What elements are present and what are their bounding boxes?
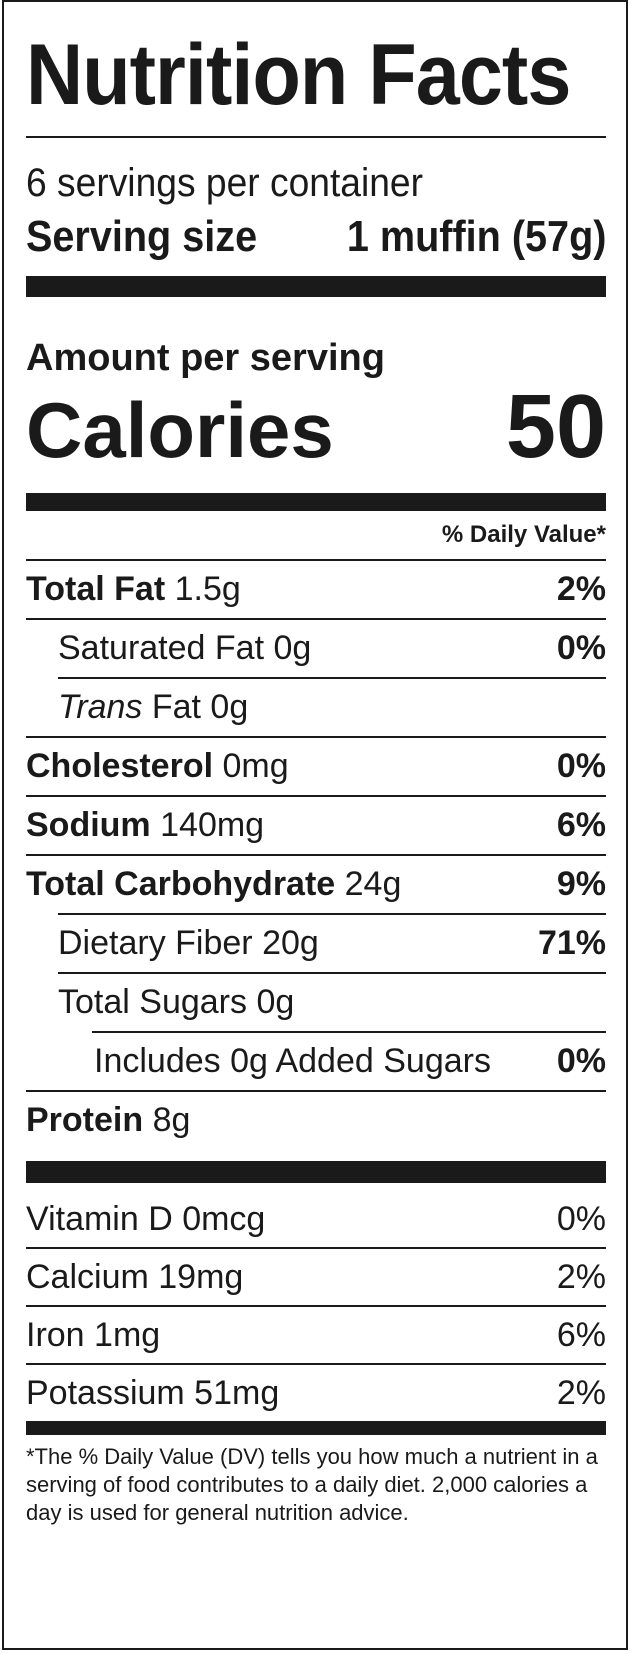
- nutrient-label-italic: Trans: [58, 688, 143, 726]
- nutrient-label: Fat: [151, 688, 201, 726]
- row-divider: [58, 913, 606, 915]
- serving-size-label: Serving size: [26, 212, 258, 261]
- row-divider: [26, 1247, 606, 1249]
- nutrient-amount: 0g: [273, 629, 312, 667]
- nutrient-amount: 8g: [152, 1101, 191, 1139]
- calories-value: 50: [505, 377, 606, 477]
- nutrient-amount: 0g: [256, 983, 295, 1021]
- thick-divider-calories: [26, 493, 606, 511]
- vitamin-row-calcium: Calcium 19mg 2%: [26, 1249, 606, 1305]
- daily-value-header: % Daily Value*: [441, 521, 606, 548]
- row-divider: [26, 1305, 606, 1307]
- nutrient-dv: 9%: [556, 865, 606, 903]
- nutrient-dv: 2%: [556, 570, 606, 608]
- row-divider: [58, 677, 606, 679]
- nutrient-amount: 20g: [262, 924, 319, 962]
- vitamin-row-potassium: Potassium 51mg 2%: [26, 1365, 606, 1421]
- row-divider: [92, 1031, 606, 1033]
- nutrient-row-total-fat: Total Fat 1.5g 2%: [26, 561, 606, 618]
- nutrient-row-saturated-fat: Saturated Fat 0g 0%: [26, 620, 606, 677]
- nutrient-row-dietary-fiber: Dietary Fiber 20g 71%: [26, 915, 606, 972]
- vitamin-row-iron: Iron 1mg 6%: [26, 1307, 606, 1363]
- nutrient-label: Total Sugars: [58, 983, 247, 1021]
- nutrient-label: Saturated Fat: [58, 629, 265, 667]
- vitamin-label: Vitamin D 0mcg: [26, 1199, 266, 1238]
- vitamin-dv: 2%: [556, 1373, 606, 1412]
- nutrient-row-sodium: Sodium 140mg 6%: [26, 797, 606, 854]
- vitamin-dv: 6%: [556, 1315, 606, 1354]
- nutrient-label: Total Carbohydrate: [26, 865, 336, 903]
- nutrient-amount: 0mg: [222, 747, 289, 785]
- row-divider: [26, 795, 606, 797]
- thick-divider-footnote: [26, 1421, 606, 1435]
- thick-divider-vitamins: [26, 1161, 606, 1183]
- vitamin-label: Calcium 19mg: [26, 1257, 244, 1296]
- amount-per-serving: Amount per serving: [26, 337, 385, 379]
- nutrient-row-cholesterol: Cholesterol 0mg 0%: [26, 738, 606, 795]
- nutrient-label: Dietary Fiber: [58, 924, 253, 962]
- nutrient-row-trans-fat: Trans Fat 0g: [26, 679, 606, 736]
- nutrient-row-total-sugars: Total Sugars 0g: [26, 974, 606, 1031]
- label-title: Nutrition Facts: [26, 27, 571, 123]
- vitamin-dv: 0%: [556, 1199, 606, 1238]
- row-divider: [26, 618, 606, 620]
- row-divider: [26, 736, 606, 738]
- row-divider: [26, 1090, 606, 1092]
- nutrient-dv: 0%: [556, 1042, 606, 1080]
- nutrient-dv: 0%: [556, 629, 606, 667]
- nutrient-dv: 6%: [556, 806, 606, 844]
- vitamin-row-vitamin-d: Vitamin D 0mcg 0%: [26, 1191, 606, 1247]
- row-divider: [26, 559, 606, 561]
- vitamin-dv: 2%: [556, 1257, 606, 1296]
- serving-size-value: 1 muffin (57g): [346, 212, 606, 261]
- nutrient-dv: 71%: [537, 924, 606, 962]
- nutrient-amount: 140mg: [160, 806, 265, 844]
- thick-divider-serving: [26, 276, 606, 297]
- calories-row: Calories 50: [26, 379, 606, 475]
- nutrient-amount: 24g: [344, 865, 402, 903]
- nutrient-label: Total Fat: [26, 570, 166, 608]
- servings-per-container: 6 servings per container: [26, 161, 424, 205]
- row-divider: [58, 972, 606, 974]
- calories-label: Calories: [26, 386, 334, 474]
- row-divider: [26, 1363, 606, 1365]
- vitamin-label: Potassium 51mg: [26, 1373, 280, 1412]
- nutrient-row-added-sugars: Includes 0g Added Sugars 0%: [26, 1033, 606, 1090]
- daily-value-footnote: *The % Daily Value (DV) tells you how mu…: [26, 1444, 598, 1525]
- nutrient-label: Includes 0g Added Sugars: [94, 1042, 491, 1080]
- serving-size-row: Serving size 1 muffin (57g): [26, 206, 606, 276]
- vitamin-label: Iron 1mg: [26, 1315, 161, 1354]
- nutrient-label: Sodium: [26, 806, 151, 844]
- row-divider: [26, 854, 606, 856]
- nutrient-label: Protein: [26, 1101, 144, 1139]
- nutrient-row-protein: Protein 8g: [26, 1092, 606, 1149]
- title-divider: [26, 136, 606, 138]
- nutrient-amount: 1.5g: [174, 570, 241, 608]
- nutrient-dv: 0%: [556, 747, 606, 785]
- nutrient-amount: 0g: [210, 688, 249, 726]
- nutrient-row-total-carbohydrate: Total Carbohydrate 24g 9%: [26, 856, 606, 913]
- nutrient-label: Cholesterol: [26, 747, 214, 785]
